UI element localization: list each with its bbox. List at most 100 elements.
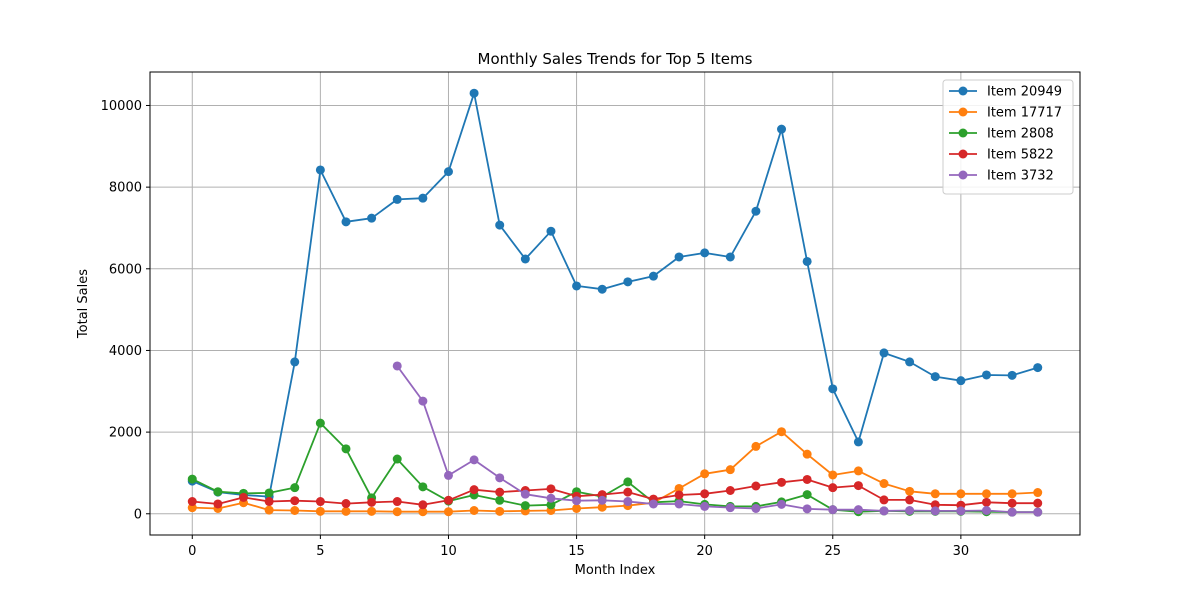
data-point xyxy=(520,501,530,511)
data-point xyxy=(495,220,505,230)
data-point xyxy=(674,252,684,262)
legend-box xyxy=(942,79,1074,195)
data-point xyxy=(546,226,556,236)
data-point xyxy=(802,449,812,459)
data-point xyxy=(905,506,915,516)
data-point xyxy=(469,506,479,516)
data-point xyxy=(315,165,325,175)
legend-label: Item 2808 xyxy=(987,127,1054,142)
data-point xyxy=(495,495,505,505)
data-point xyxy=(777,427,787,437)
data-point xyxy=(905,486,915,496)
legend-entry: Item 3732 xyxy=(949,169,1054,184)
data-point xyxy=(853,437,863,447)
x-tick-label: 20 xyxy=(696,544,713,559)
data-point xyxy=(1033,498,1043,508)
data-point xyxy=(674,490,684,500)
data-point xyxy=(1033,488,1043,498)
legend: Item 20949 Item 17717 Item 2808 Item 5822 It… xyxy=(942,79,1074,195)
data-point xyxy=(853,505,863,515)
data-point xyxy=(725,252,735,262)
data-point xyxy=(392,194,402,204)
data-point xyxy=(469,88,479,98)
data-point xyxy=(572,503,582,513)
data-point xyxy=(264,488,274,498)
data-point xyxy=(725,485,735,495)
data-point xyxy=(443,167,453,177)
data-point xyxy=(367,497,377,507)
data-point xyxy=(597,502,607,512)
data-point xyxy=(239,492,249,502)
series-line xyxy=(191,92,1038,498)
data-point xyxy=(905,495,915,505)
chart-title: Monthly Sales Trends for Top 5 Items xyxy=(478,50,753,68)
data-point xyxy=(700,489,710,499)
x-tick-label: 15 xyxy=(568,544,585,559)
data-point xyxy=(495,506,505,516)
legend-marker xyxy=(958,128,968,138)
data-point xyxy=(725,503,735,513)
series-line xyxy=(396,365,1038,513)
series-layer xyxy=(187,88,1043,517)
data-point xyxy=(930,506,940,516)
data-point xyxy=(751,441,761,451)
y-tick-label: 0 xyxy=(134,507,142,522)
data-point xyxy=(341,444,351,454)
data-point xyxy=(956,506,966,516)
data-point xyxy=(367,506,377,516)
data-point xyxy=(520,254,530,264)
data-point xyxy=(777,124,787,134)
data-point xyxy=(802,256,812,266)
data-point xyxy=(930,489,940,499)
data-point xyxy=(751,481,761,491)
data-point xyxy=(392,507,402,517)
data-point xyxy=(341,217,351,227)
grid xyxy=(150,72,1080,535)
series-line xyxy=(192,430,1038,513)
data-point xyxy=(879,348,889,358)
series-item-20949 xyxy=(187,88,1043,502)
data-point xyxy=(290,506,300,516)
data-point xyxy=(981,370,991,380)
y-tick-label: 10000 xyxy=(101,99,142,114)
data-point xyxy=(1007,370,1017,380)
y-axis-label: Total Sales xyxy=(76,269,91,339)
series-line xyxy=(192,478,1038,507)
data-point xyxy=(213,487,223,497)
data-point xyxy=(828,470,838,480)
series-item-17717 xyxy=(187,427,1043,517)
data-point xyxy=(802,490,812,500)
data-point xyxy=(981,497,991,507)
data-point xyxy=(546,484,556,494)
data-point xyxy=(956,376,966,386)
data-point xyxy=(213,499,223,509)
data-point xyxy=(418,482,428,492)
data-point xyxy=(1033,363,1043,373)
legend-entry: Item 5822 xyxy=(949,148,1054,163)
data-point xyxy=(623,277,633,287)
legend-entry: Item 2808 xyxy=(949,127,1054,142)
data-point xyxy=(1007,489,1017,499)
data-point xyxy=(725,465,735,475)
data-point xyxy=(546,500,556,510)
x-tick-label: 25 xyxy=(824,544,841,559)
legend-entry: Item 17717 xyxy=(949,106,1062,121)
x-tick-label: 0 xyxy=(188,544,196,559)
data-point xyxy=(341,506,351,516)
data-point xyxy=(956,489,966,499)
data-point xyxy=(341,499,351,509)
series-item-3732 xyxy=(392,361,1043,517)
x-tick-label: 5 xyxy=(316,544,324,559)
data-point xyxy=(828,483,838,493)
data-point xyxy=(495,473,505,483)
data-point xyxy=(879,479,889,489)
data-point xyxy=(290,357,300,367)
data-point xyxy=(597,284,607,294)
legend-marker xyxy=(958,107,968,117)
data-point xyxy=(648,271,658,281)
data-point xyxy=(392,454,402,464)
legend-label: Item 3732 xyxy=(987,169,1054,184)
data-point xyxy=(981,489,991,499)
